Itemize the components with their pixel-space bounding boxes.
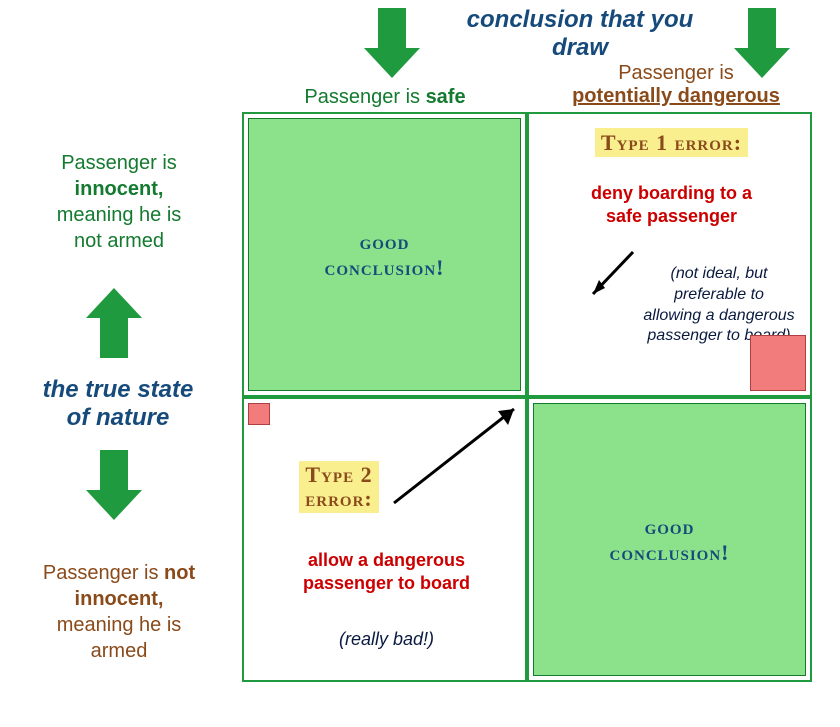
col-safe-prefix: Passenger is bbox=[304, 86, 425, 108]
col-danger-prefix: Passenger is bbox=[618, 62, 734, 84]
type2-label-l2: error: bbox=[305, 486, 373, 511]
type1-note-l1: (not ideal, but bbox=[671, 265, 768, 282]
good-l1-tl: good bbox=[360, 229, 410, 254]
type1-text-l1: deny boarding to a bbox=[591, 183, 752, 203]
row-header-innocent: Passenger is innocent, meaning he is not… bbox=[14, 150, 224, 254]
type2-red-box bbox=[248, 403, 270, 425]
good-l2-br: conclusion! bbox=[609, 540, 729, 565]
col-danger-bold: potentially dangerous bbox=[572, 85, 780, 107]
arrow-up bbox=[100, 288, 128, 358]
col-safe-bold: safe bbox=[426, 86, 466, 108]
row-innocent-bold: innocent, bbox=[75, 178, 164, 200]
top-title-text: conclusion that you draw bbox=[467, 6, 694, 61]
type1-note-l3: allowing a dangerous bbox=[643, 307, 794, 324]
type2-text: allow a dangerous passenger to board bbox=[244, 549, 529, 596]
good-l1-br: good bbox=[645, 514, 695, 539]
arrow-down-bottom bbox=[100, 450, 128, 520]
col-header-safe: Passenger is safe bbox=[250, 86, 520, 109]
type1-label: Type 1 error: bbox=[595, 128, 748, 157]
cell-top-right: Type 1 error: deny boarding to a safe pa… bbox=[527, 112, 812, 397]
type1-text: deny boarding to a safe passenger bbox=[529, 182, 814, 229]
cell-bottom-left: Type 2 error: allow a dangerous passenge… bbox=[242, 397, 527, 682]
left-title: the true state of nature bbox=[8, 376, 228, 431]
type2-note: (really bad!) bbox=[244, 629, 529, 650]
type1-note-l2: preferable to bbox=[674, 286, 764, 303]
row-header-not-innocent: Passenger is not innocent, meaning he is… bbox=[14, 560, 224, 664]
type2-text-l2: passenger to board bbox=[303, 573, 470, 593]
type2-arrow-icon bbox=[364, 393, 534, 513]
row-notinnocent-l3: meaning he is bbox=[57, 614, 182, 636]
type2-label-l1: Type 2 bbox=[305, 462, 372, 487]
type2-note-text: (really bad!) bbox=[339, 629, 434, 649]
row-innocent-l3: not armed bbox=[74, 230, 164, 252]
type1-red-box bbox=[750, 335, 806, 391]
type1-arrow-icon bbox=[581, 244, 641, 304]
good-label-br: good conclusion! bbox=[609, 514, 729, 566]
good-label-tl: good conclusion! bbox=[324, 229, 444, 281]
arrow-down-left bbox=[378, 8, 406, 78]
row-notinnocent-pre: Passenger is bbox=[43, 562, 164, 584]
top-title: conclusion that you draw bbox=[440, 6, 720, 61]
row-notinnocent-bold1: not bbox=[164, 562, 195, 584]
decision-grid: good conclusion! Type 1 error: deny boar… bbox=[242, 112, 812, 682]
left-title-l1: the true state bbox=[43, 376, 194, 403]
row-notinnocent-bold2: innocent, bbox=[75, 588, 164, 610]
type2-text-l1: allow a dangerous bbox=[308, 550, 465, 570]
col-header-danger: Passenger is potentially dangerous bbox=[535, 62, 817, 108]
good-box-br: good conclusion! bbox=[533, 403, 806, 676]
good-box-tl: good conclusion! bbox=[248, 118, 521, 391]
left-title-l2: of nature bbox=[67, 404, 170, 431]
row-innocent-pre: Passenger is bbox=[61, 152, 177, 174]
type1-text-l2: safe passenger bbox=[606, 206, 737, 226]
type1-block: Type 1 error: bbox=[529, 130, 814, 156]
cell-bottom-right: good conclusion! bbox=[527, 397, 812, 682]
cell-top-left: good conclusion! bbox=[242, 112, 527, 397]
row-notinnocent-l4: armed bbox=[91, 640, 148, 662]
row-innocent-l2: meaning he is bbox=[57, 204, 182, 226]
good-l2-tl: conclusion! bbox=[324, 255, 444, 280]
